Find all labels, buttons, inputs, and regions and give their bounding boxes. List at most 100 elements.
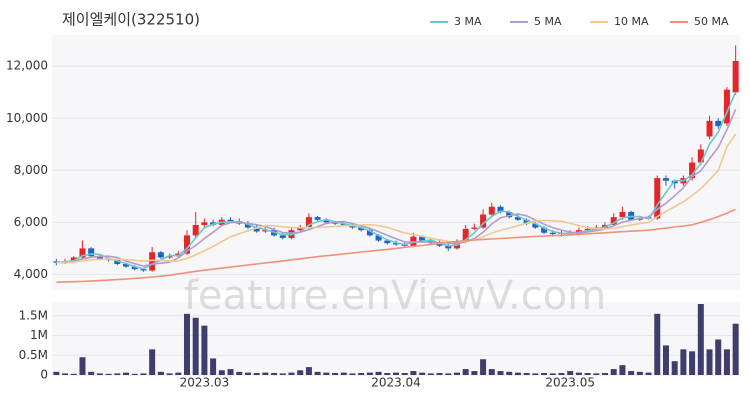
x-tick-label: 2023.05	[545, 376, 595, 390]
candle-body	[689, 162, 696, 179]
volume-bar	[645, 372, 652, 375]
volume-bar	[445, 373, 452, 375]
volume-bar	[105, 373, 112, 375]
candle-body	[183, 235, 190, 254]
volume-bar	[192, 317, 199, 375]
ma-line	[56, 109, 737, 267]
volume-bar	[610, 369, 617, 375]
volume-bar	[697, 303, 704, 375]
volume-bar	[305, 367, 312, 375]
volume-bar	[410, 371, 417, 375]
volume-bar	[541, 373, 548, 375]
volume-bar	[480, 359, 487, 375]
volume-bar	[427, 373, 434, 375]
x-tick-label: 2023.04	[371, 376, 421, 390]
candle-body	[114, 260, 121, 264]
price-panel	[52, 35, 740, 290]
volume-panel	[52, 302, 740, 375]
volume-bar	[358, 373, 365, 375]
candle-body	[715, 120, 722, 127]
candle-body	[732, 61, 739, 93]
volume-bar	[62, 373, 69, 375]
volume-bar	[53, 371, 60, 375]
candle-body	[393, 243, 399, 245]
y-tick-label: 10,000	[6, 111, 48, 125]
volume-bar	[175, 372, 182, 375]
volume-bar	[123, 372, 130, 375]
volume-bar	[166, 373, 173, 375]
volume-bar	[244, 372, 251, 375]
volume-bar	[514, 372, 521, 375]
y-tick-label: 1M	[30, 328, 48, 342]
candle-body	[279, 235, 286, 238]
volume-bar	[471, 371, 478, 375]
candle-body	[723, 89, 730, 124]
volume-bar	[497, 371, 504, 375]
candle-body	[506, 211, 513, 218]
candle-body	[123, 263, 130, 267]
volume-bar	[149, 349, 156, 375]
volume-bar	[366, 372, 373, 375]
legend-label: 10 MA	[614, 15, 649, 28]
candle-body	[436, 243, 443, 246]
volume-bar	[506, 371, 513, 375]
candle-body	[610, 217, 617, 225]
volume-bar	[436, 373, 443, 375]
volume-bar	[488, 369, 495, 375]
candle-body	[541, 227, 548, 233]
candle-body	[244, 223, 251, 228]
volume-bar	[619, 365, 626, 375]
volume-bar	[332, 373, 339, 375]
volume-bar	[567, 371, 574, 375]
volume-bar	[323, 372, 330, 375]
y-tick-label: 4,000	[14, 267, 48, 281]
watermark: feature.enViewV.com	[184, 273, 606, 319]
legend-label: 50 MA	[694, 15, 729, 28]
candle-body	[88, 248, 95, 257]
candle-body	[375, 235, 382, 241]
volume-bar	[575, 372, 582, 375]
candle-body	[227, 219, 234, 222]
chart-title: 제이엘케이(322510)	[62, 11, 200, 29]
volume-bar	[279, 373, 286, 375]
candle-body	[358, 227, 365, 231]
volume-bar	[732, 323, 739, 375]
candle-body	[332, 222, 339, 224]
volume-bar	[79, 357, 86, 375]
candle-body	[157, 252, 164, 258]
candle-body	[201, 222, 208, 225]
volume-bar	[183, 313, 190, 375]
candle-body	[419, 236, 426, 241]
volume-bar	[253, 373, 260, 375]
volume-bar	[654, 313, 661, 375]
volume-bar	[453, 372, 460, 375]
volume-bar	[297, 370, 304, 375]
y-tick-label: 1.5M	[19, 308, 48, 322]
volume-bar	[680, 349, 687, 375]
volume-bar	[584, 373, 591, 375]
volume-bar	[114, 373, 121, 375]
volume-bar	[271, 373, 278, 375]
volume-bar	[218, 370, 225, 375]
ma-line	[56, 208, 736, 283]
volume-bar	[636, 371, 643, 375]
candle-body	[192, 224, 199, 236]
y-tick-label: 6,000	[14, 215, 48, 229]
candle-body	[697, 149, 704, 163]
candle-body	[706, 120, 713, 137]
volume-bar	[210, 358, 217, 375]
candle-body	[149, 252, 156, 271]
volume-bar	[532, 373, 539, 375]
candle-body	[262, 230, 269, 232]
y-tick-label: 0	[40, 368, 48, 382]
volume-bar	[375, 371, 382, 375]
candle-body	[549, 232, 556, 235]
candle-body	[140, 269, 147, 271]
candle-body	[654, 178, 661, 219]
candle-body	[514, 217, 521, 220]
volume-bar	[314, 371, 321, 375]
volume-bar	[70, 373, 77, 375]
candle-body	[70, 257, 77, 262]
candle-body	[79, 248, 86, 258]
candle-body	[297, 227, 304, 231]
